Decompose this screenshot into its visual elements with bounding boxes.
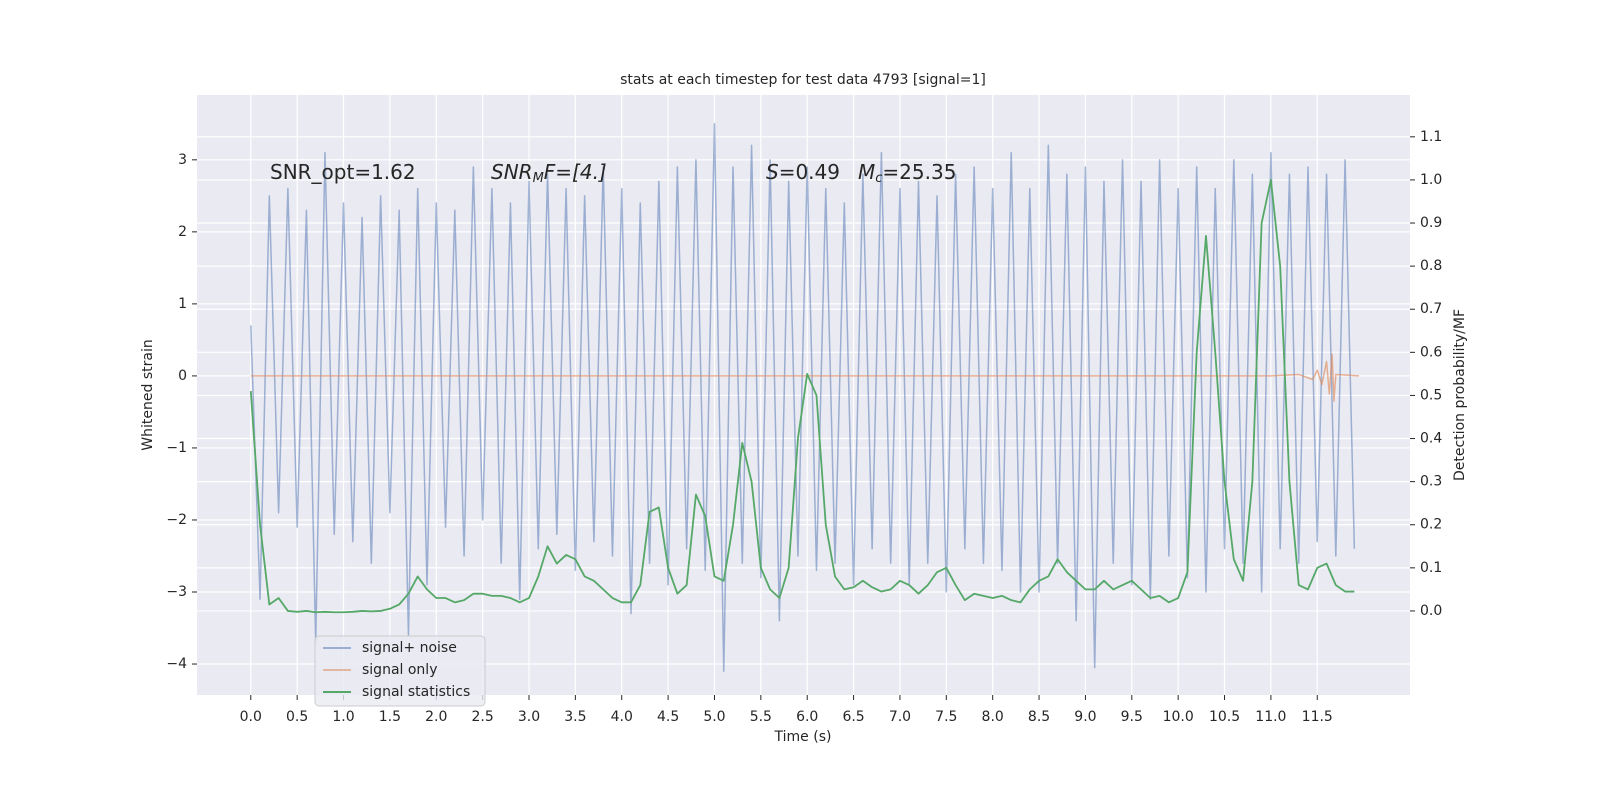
x-tick-label: 8.5: [1028, 709, 1050, 725]
y-tick-label: −2: [166, 512, 187, 528]
x-tick-label: 8.0: [982, 709, 1004, 725]
annotation-text: SNR_opt=1.62: [270, 160, 416, 184]
x-tick-label: 6.0: [796, 709, 818, 725]
annotation-sub: M: [533, 171, 544, 186]
annotation-base: M: [858, 160, 875, 184]
y2-tick-label: 0.7: [1420, 301, 1442, 317]
x-tick-label: 1.0: [332, 709, 354, 725]
y-tick-label: 2: [178, 224, 187, 240]
x-tick-label: 3.5: [564, 709, 586, 725]
x-tick-label: 11.0: [1255, 709, 1286, 725]
y2-tick-label: 1.1: [1420, 129, 1442, 145]
y-tick-label: 0: [178, 368, 187, 384]
x-tick-label: 9.5: [1121, 709, 1143, 725]
y-tick-label: 3: [178, 152, 187, 168]
y2-tick-label: 0.3: [1420, 474, 1442, 490]
annotation-rest: =0.49: [779, 160, 840, 184]
x-tick-label: 5.0: [703, 709, 725, 725]
y2-tick-label: 0.2: [1420, 517, 1442, 533]
legend-label: signal only: [362, 662, 437, 678]
annotation-base: S: [766, 160, 779, 184]
y-tick-label: −1: [166, 440, 187, 456]
x-tick-label: 9.0: [1074, 709, 1096, 725]
series-line: [250, 123, 1356, 672]
annotation: S=0.49: [766, 160, 840, 184]
x-tick-label: 1.5: [379, 709, 401, 725]
x-tick-label: 3.0: [518, 709, 540, 725]
annotation-rest: F=[4.]: [544, 160, 607, 184]
y-tick-label: 1: [178, 296, 187, 312]
y2-tick-label: 0.4: [1420, 431, 1442, 447]
series-line: [249, 179, 1355, 614]
annotation: Mc=25.35: [858, 160, 956, 186]
y2-tick-label: 0.9: [1420, 215, 1442, 231]
legend-box: [314, 635, 486, 707]
annotation: SNRMF=[4.]: [491, 160, 607, 186]
x-tick-label: 7.0: [889, 709, 911, 725]
chart-title: stats at each timestep for test data 479…: [620, 72, 986, 88]
x-tick-label: 4.0: [611, 709, 633, 725]
x-tick-label: 5.5: [750, 709, 772, 725]
annotation-rest: =25.35: [882, 160, 956, 184]
x-tick-label: 2.5: [471, 709, 493, 725]
x-tick-label: 10.0: [1163, 709, 1194, 725]
y2-tick-label: 0.0: [1420, 603, 1442, 619]
y2-tick-label: 1.0: [1420, 172, 1442, 188]
x-tick-label: 0.0: [240, 709, 262, 725]
y2-tick-label: 0.1: [1420, 560, 1442, 576]
y2-tick-label: 0.5: [1420, 387, 1442, 403]
annotation: SNR_opt=1.62: [270, 160, 416, 184]
x-tick-label: 4.5: [657, 709, 679, 725]
legend-label: signal+ noise: [362, 640, 457, 656]
y2-tick-label: 0.6: [1420, 344, 1442, 360]
x-tick-label: 7.5: [935, 709, 957, 725]
x-tick-label: 0.5: [286, 709, 308, 725]
legend-label: signal statistics: [362, 684, 470, 700]
x-tick-label: 10.5: [1209, 709, 1240, 725]
y-axis-label: Whitened strain: [140, 339, 156, 450]
y-tick-label: −3: [166, 584, 187, 600]
x-tick-label: 11.5: [1302, 709, 1333, 725]
y2-axis-label: Detection probability/MF: [1452, 309, 1468, 481]
y2-tick-label: 0.8: [1420, 258, 1442, 274]
annotation-base: SNR: [491, 160, 533, 184]
annotation-sub: c: [875, 171, 882, 186]
x-tick-label: 2.0: [425, 709, 447, 725]
series-line: [250, 353, 1360, 402]
x-tick-label: 6.5: [842, 709, 864, 725]
x-axis-label: Time (s): [774, 729, 832, 745]
y-tick-label: −4: [166, 656, 187, 672]
